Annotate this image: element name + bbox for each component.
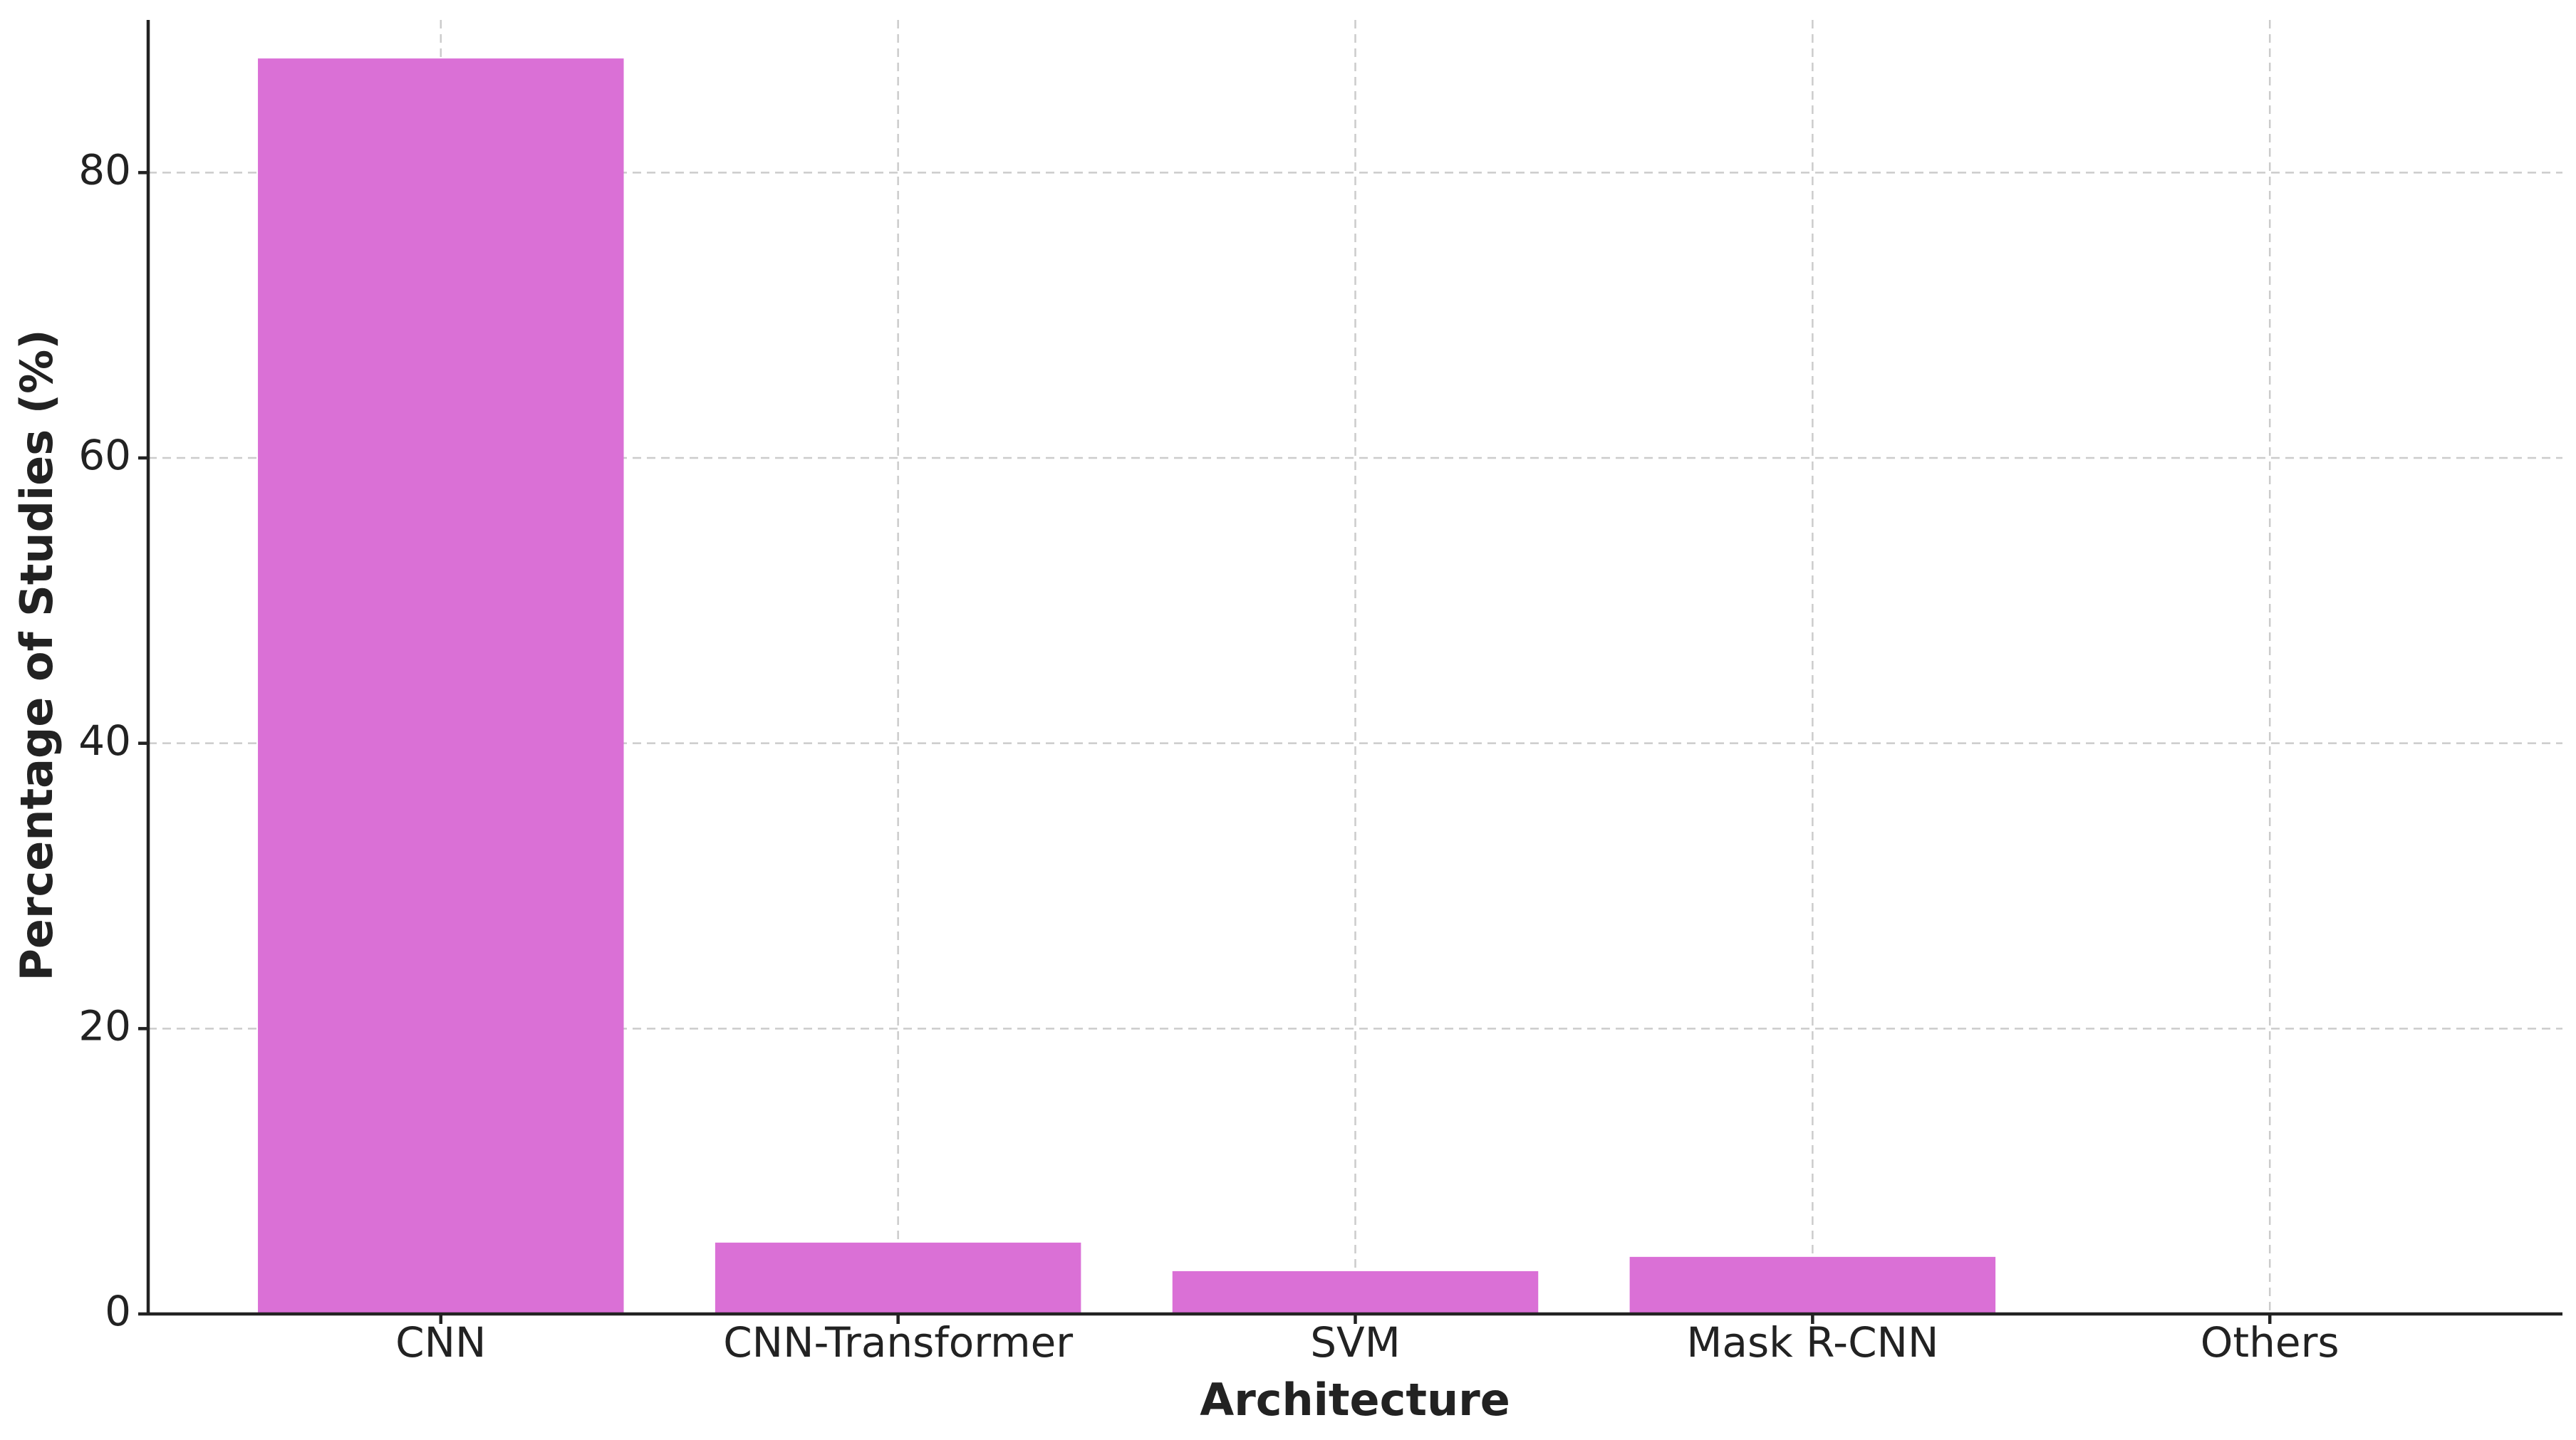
x-tick-label: SVM xyxy=(1310,1318,1401,1367)
x-tick-label: Mask R-CNN xyxy=(1686,1318,1938,1367)
y-tick-label: 20 xyxy=(78,1001,131,1050)
bar xyxy=(258,58,624,1314)
y-tick-label: 80 xyxy=(78,145,131,194)
x-axis-title: Architecture xyxy=(1200,1374,1510,1426)
bar xyxy=(1629,1256,1996,1314)
y-tick-label: 0 xyxy=(105,1287,131,1335)
x-tick-label: CNN-Transformer xyxy=(723,1318,1073,1367)
y-axis-title: Percentage of Studies (%) xyxy=(11,329,63,981)
bar xyxy=(715,1242,1081,1314)
x-tick-label: CNN xyxy=(395,1318,486,1367)
y-tick-label: 60 xyxy=(78,431,131,479)
bar xyxy=(1172,1271,1539,1314)
y-tick-label: 40 xyxy=(78,716,131,765)
x-tick-label: Others xyxy=(2201,1318,2339,1367)
